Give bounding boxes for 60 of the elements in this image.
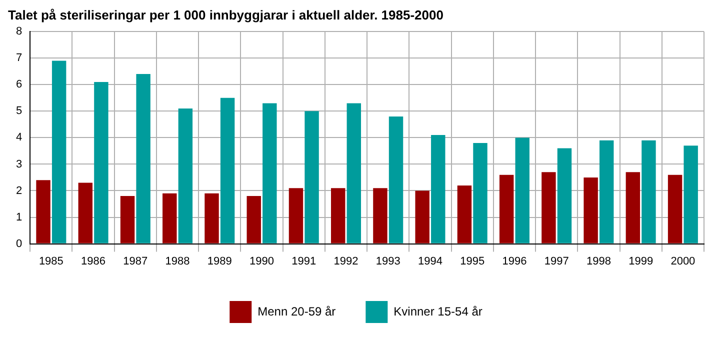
- bar: [373, 188, 388, 244]
- bar: [136, 74, 150, 244]
- bar: [94, 82, 108, 244]
- x-tick-label: 1995: [460, 255, 485, 268]
- x-tick-label: 1994: [418, 255, 442, 268]
- y-tick-label: 5: [16, 105, 22, 118]
- bar: [642, 140, 656, 244]
- x-tick-label: 1997: [544, 255, 569, 268]
- legend-label: Kvinner 15-54 år: [394, 304, 482, 318]
- y-tick-label: 4: [16, 132, 22, 144]
- bar: [626, 172, 640, 244]
- x-tick-label: 2000: [670, 255, 696, 268]
- bar: [78, 182, 93, 244]
- bar: [388, 116, 404, 244]
- x-tick-label: 1986: [81, 255, 106, 268]
- y-tick-label: 3: [16, 158, 22, 170]
- x-tick-label: 1996: [502, 255, 527, 268]
- bar: [330, 188, 346, 244]
- x-tick-label: 1990: [250, 255, 274, 268]
- bar: [431, 135, 446, 244]
- bar: [599, 140, 614, 244]
- x-tick-label: 1998: [586, 255, 611, 268]
- x-tick-label: 1989: [207, 255, 232, 268]
- bar: [178, 108, 193, 244]
- chart-title: Talet på steriliseringar per 1 000 innbyggjarar i aktuell alder. 1985-2000: [8, 7, 444, 22]
- y-tick-label: 1: [16, 211, 22, 224]
- x-tick-label: 1987: [123, 255, 148, 268]
- y-tick-label: 6: [16, 78, 22, 91]
- bar: [415, 190, 430, 244]
- bar: [120, 196, 135, 244]
- x-tick-label: 1992: [334, 255, 358, 268]
- bar: [473, 143, 488, 244]
- bar: [584, 177, 598, 244]
- bar: [668, 174, 682, 244]
- bar: [515, 138, 530, 244]
- y-tick-label: 0: [16, 238, 22, 250]
- x-tick-label: 1993: [376, 255, 400, 268]
- x-tick-label: 1985: [38, 255, 64, 268]
- x-tick-label: 1991: [292, 255, 316, 268]
- y-tick-label: 8: [16, 26, 22, 38]
- bar: [542, 172, 556, 244]
- bar: [499, 174, 514, 244]
- bar: [52, 60, 66, 244]
- bar: [684, 146, 698, 244]
- bar: [204, 193, 219, 244]
- bar: [36, 180, 50, 244]
- bar: [288, 188, 304, 244]
- bar: [246, 196, 261, 244]
- y-tick-label: 7: [16, 52, 22, 64]
- x-tick-label: 1988: [165, 255, 190, 268]
- bar: [220, 98, 235, 244]
- bar: [262, 103, 277, 244]
- bar: [557, 148, 572, 244]
- x-tick-label: 1999: [628, 255, 654, 268]
- bar: [304, 111, 319, 244]
- bar: [162, 193, 177, 244]
- y-tick-label: 2: [16, 184, 22, 197]
- bar: [346, 103, 362, 244]
- legend-label: Menn 20-59 år: [258, 304, 336, 318]
- bar: [457, 185, 472, 244]
